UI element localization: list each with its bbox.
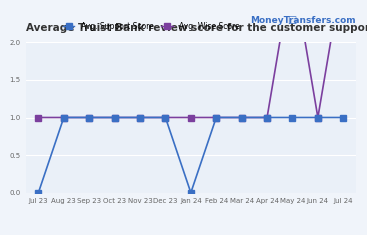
Text: MoneyTransfers.com: MoneyTransfers.com xyxy=(250,16,356,25)
Text: Average Truist Bank review score for the customer support over time: Average Truist Bank review score for the… xyxy=(26,23,367,33)
Text: □: □ xyxy=(287,15,297,25)
Legend: Avg. Support Score, Avg. Wise Score: Avg. Support Score, Avg. Wise Score xyxy=(60,19,243,34)
